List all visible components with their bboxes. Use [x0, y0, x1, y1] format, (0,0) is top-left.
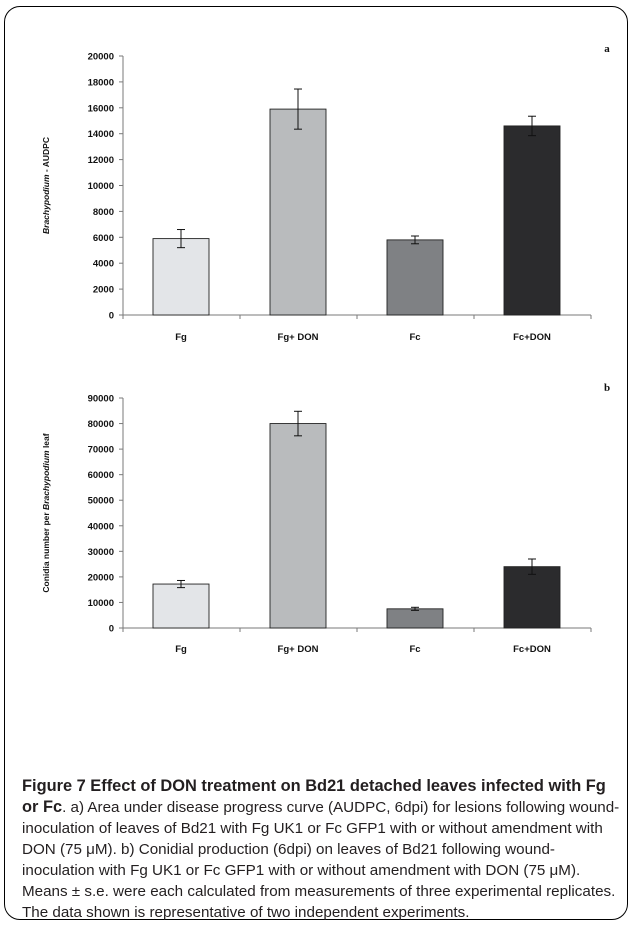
y-tick-label: 40000: [88, 521, 114, 532]
x-tick-label: Fc: [409, 332, 420, 343]
x-tick-label: Fc+DON: [513, 644, 551, 655]
y-tick-label: 30000: [88, 547, 114, 558]
y-axis-label: Brachypodium - AUDPC: [41, 137, 51, 234]
y-axis-label-part: Conidia number per: [41, 510, 51, 593]
bar: [269, 423, 327, 629]
y-tick-label: 0: [109, 311, 114, 322]
panel-label: a: [604, 43, 610, 55]
y-tick-label: 2000: [93, 285, 114, 296]
y-tick-label: 20000: [88, 572, 114, 583]
y-tick-label: 10000: [88, 598, 114, 609]
y-tick-label: 90000: [88, 394, 114, 405]
figure-charts: 0 2000 4000 6000 8000 10000 12000 14000 16000 180…: [41, 43, 610, 655]
x-tick-label: Fc+DON: [513, 332, 551, 343]
x-tick-label: Fg: [175, 332, 187, 343]
y-tick-label: 80000: [88, 419, 114, 430]
y-axis-label-part: - AUDPC: [41, 137, 51, 174]
bar: [269, 108, 327, 316]
y-tick-label: 18000: [88, 77, 114, 88]
y-tick-label: 60000: [88, 470, 114, 481]
y-tick-label: 14000: [88, 129, 114, 140]
y-tick-label: 70000: [88, 445, 114, 456]
bar: [386, 239, 444, 316]
bar: [386, 608, 444, 629]
chart-panel-a: 0 2000 4000 6000 8000 10000 12000 14000 16000 180…: [41, 43, 610, 343]
panel-label: b: [604, 382, 610, 394]
y-axis-label-part: leaf: [41, 433, 51, 450]
bar: [152, 238, 210, 316]
y-tick-label: 8000: [93, 207, 114, 218]
x-tick-label: Fc: [409, 644, 420, 655]
bar: [503, 566, 561, 629]
x-tick-label: Fg+ DON: [278, 644, 319, 655]
y-tick-label: 16000: [88, 103, 114, 114]
y-tick-label: 50000: [88, 496, 114, 507]
y-tick-label: 0: [109, 624, 114, 635]
y-tick-label: 6000: [93, 233, 114, 244]
chart-panel-b: 0 10000 20000 30000 40000 50000 60000 70000 8000…: [41, 382, 610, 655]
x-tick-label: Fg: [175, 644, 187, 655]
y-axis-label-part: Brachypodium: [41, 450, 51, 510]
y-tick-label: 12000: [88, 155, 114, 166]
x-tick-label: Fg+ DON: [278, 332, 319, 343]
y-tick-label: 4000: [93, 259, 114, 270]
y-tick-label: 20000: [88, 52, 114, 63]
caption-body: . a) Area under disease progress curve (…: [22, 799, 620, 921]
bar: [503, 125, 561, 316]
figure-caption: Figure 7 Effect of DON treatment on Bd21…: [22, 776, 622, 923]
bar: [152, 583, 210, 629]
y-axis-label: Conidia number per Brachypodium leaf: [41, 433, 51, 592]
y-tick-label: 10000: [88, 181, 114, 192]
caption-title: Figure 7 Effect of DON treatment on Bd21…: [22, 777, 606, 816]
y-axis-label-part: Brachypodium: [41, 174, 51, 234]
